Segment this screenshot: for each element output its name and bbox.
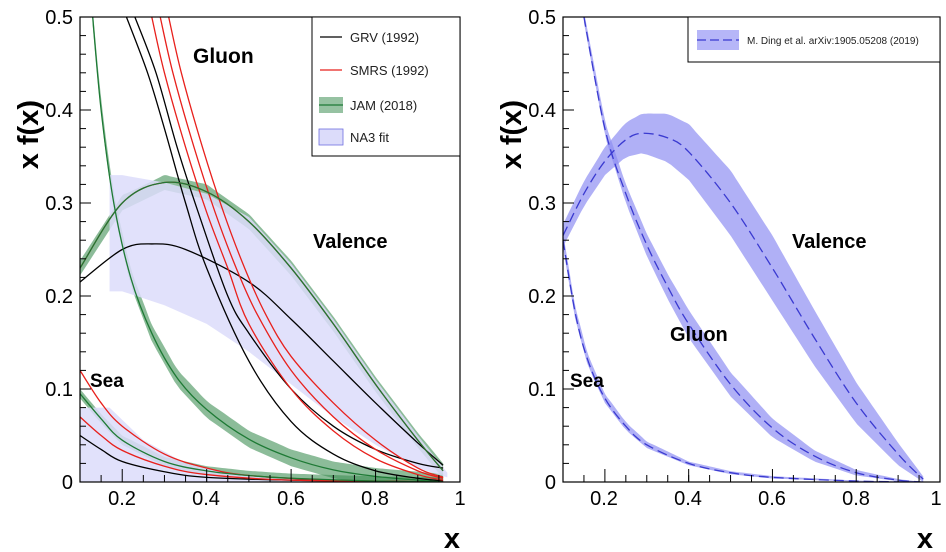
left-x-axis-title: x xyxy=(444,523,460,552)
right-xtick-label: 1 xyxy=(930,488,941,510)
left-smrs-1992-gluon-third-curve-line xyxy=(168,17,444,478)
left-tick-marks xyxy=(79,16,461,483)
right-panel: 0.2 0.4 0.6 0.8 1 0 0.1 0.2 0.3 0.4 0.5 … xyxy=(496,7,942,552)
right-xtick-label: 0.2 xyxy=(590,488,618,510)
legend-label-jam: JAM (2018) xyxy=(350,98,417,113)
left-na3-fit-valence-band xyxy=(109,175,448,478)
right-ytick-label: 0.1 xyxy=(528,379,556,401)
right-xtick-label: 0.4 xyxy=(674,488,702,510)
left-panel: 0.2 0.4 0.6 0.8 1 0 0.1 0.2 0.3 0.4 0.5 … xyxy=(13,7,466,552)
left-ytick-label: 0.3 xyxy=(45,193,73,215)
right-ytick-label: 0 xyxy=(545,472,556,494)
right-x-axis-title: x xyxy=(917,523,933,552)
right-legend: M. Ding et al. arXiv:1905.05208 (2019) xyxy=(687,16,941,63)
left-ytick-label: 0.5 xyxy=(45,7,73,29)
legend-label-na3: NA3 fit xyxy=(350,130,389,145)
right-m-ding-et-al-arxiv-1905-05208-2019-valence-band xyxy=(563,113,924,482)
left-legend: GRV (1992) SMRS (1992) JAM (2018) NA3 fi… xyxy=(311,16,461,157)
right-annotation-valence: Valence xyxy=(792,231,867,253)
left-ytick-label: 0.4 xyxy=(45,100,73,122)
left-grv-1992-gluon-line xyxy=(125,17,444,482)
right-xtick-label: 0.6 xyxy=(758,488,786,510)
left-smrs-1992-sea-second-curve-line xyxy=(80,416,444,482)
right-m-ding-et-al-arxiv-1905-05208-2019-valence-line xyxy=(563,132,924,480)
left-xtick-label: 0.6 xyxy=(277,488,305,510)
left-xtick-label: 0.4 xyxy=(192,488,220,510)
right-y-axis-title: x f(x) xyxy=(496,100,528,169)
left-annotation-valence: Valence xyxy=(313,231,388,253)
left-plot-area xyxy=(80,17,448,482)
right-ytick-label: 0.3 xyxy=(528,193,556,215)
left-xtick-label: 0.8 xyxy=(361,488,389,510)
left-jam-2018-valence-line xyxy=(80,181,444,472)
legend-label-smrs: SMRS (1992) xyxy=(350,63,429,78)
right-annotation-gluon: Gluon xyxy=(670,324,728,346)
legend-label-grv: GRV (1992) xyxy=(350,30,419,45)
right-ytick-label: 0.5 xyxy=(528,7,556,29)
right-ytick-label: 0.2 xyxy=(528,286,556,308)
left-annotation-sea: Sea xyxy=(90,371,124,392)
left-smrs-1992-gluon-second-curve-line xyxy=(159,17,444,479)
right-tick-marks xyxy=(562,16,941,483)
left-grv-1992-gluon-second-curve-line xyxy=(134,17,444,469)
right-annotation-sea: Sea xyxy=(570,371,604,392)
legend-label-ding: M. Ding et al. arXiv:1905.05208 (2019) xyxy=(747,36,919,47)
right-m-ding-et-al-arxiv-1905-05208-2019-sea-line xyxy=(563,240,924,482)
left-annotation-gluon: Gluon xyxy=(193,45,254,68)
left-smrs-1992-gluon-line xyxy=(151,17,444,481)
left-xtick-label: 1 xyxy=(454,488,465,510)
right-xtick-label: 0.8 xyxy=(842,488,870,510)
left-ytick-label: 0.1 xyxy=(45,379,73,401)
left-na3-fit-sea-band xyxy=(80,407,334,482)
left-y-axis-title: x f(x) xyxy=(13,100,45,169)
left-grv-1992-valence-line xyxy=(80,243,444,466)
left-jam-2018-sea-line xyxy=(80,393,444,482)
right-ytick-label: 0.4 xyxy=(528,100,556,122)
right-m-ding-et-al-arxiv-1905-05208-2019-gluon-band xyxy=(583,17,924,482)
left-xtick-label: 0.2 xyxy=(108,488,136,510)
legend-swatch-na3 xyxy=(318,128,344,146)
left-ytick-label: 0.2 xyxy=(45,286,73,308)
left-ytick-label: 0 xyxy=(62,472,73,494)
